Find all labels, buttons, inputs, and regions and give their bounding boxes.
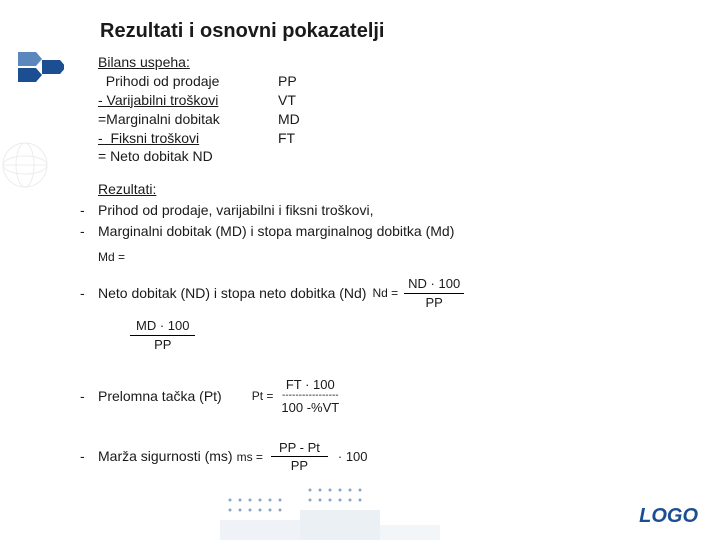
bilans-right: MD <box>278 110 318 129</box>
marza-row: - Marža sigurnosti (ms) ms = PP - Pt PP … <box>80 439 670 475</box>
ms-fraction: PP - Pt PP <box>271 439 328 475</box>
ms-mult: · 100 <box>338 448 368 466</box>
bullet-dash: - <box>80 222 98 241</box>
bullet-dash: - <box>80 447 98 466</box>
bullet-dash: - <box>80 387 98 406</box>
rezultati-header: Rezultati: <box>98 181 156 197</box>
bilans-left: - Fiksni troškovi <box>98 129 278 148</box>
bilans-row: - Fiksni troškoviFT <box>98 129 670 148</box>
marza-text: Marža sigurnosti (ms) <box>98 447 233 466</box>
rezultati-block: Rezultati: <box>80 180 670 199</box>
prelomna-row: - Prelomna tačka (Pt) Pt = FT · 100 ----… <box>80 376 670 417</box>
bilans-left: =Marginalni dobitak <box>98 110 278 129</box>
rezultati-line2: Marginalni dobitak (MD) i stopa marginal… <box>98 222 670 241</box>
bilans-left: - Varijabilni troškovi <box>98 91 278 110</box>
bilans-row: Prihodi od prodajePP <box>98 72 670 91</box>
neto-text: Neto dobitak (ND) i stopa neto dobitka (… <box>98 284 366 303</box>
rezultati-line1: Prihod od prodaje, varijabilni i fiksni … <box>98 201 670 220</box>
bilans-header: Bilans uspeha: <box>98 53 670 72</box>
bilans-block: Bilans uspeha: Prihodi od prodajePP- Var… <box>98 53 670 166</box>
pt-label: Pt = <box>252 388 274 404</box>
bilans-right: FT <box>278 129 318 148</box>
bilans-row: =Marginalni dobitakMD <box>98 110 670 129</box>
prelomna-text: Prelomna tačka (Pt) <box>98 387 222 406</box>
bilans-left: Prihodi od prodaje <box>98 72 278 91</box>
bilans-left: = Neto dobitak ND <box>98 147 278 166</box>
globe-icon <box>0 140 50 190</box>
bilans-right: VT <box>278 91 318 110</box>
ms-label: ms = <box>237 449 263 465</box>
bilans-row: - Varijabilni troškoviVT <box>98 91 670 110</box>
md-fraction: MD · 100 PP <box>130 317 195 353</box>
nd-fraction: ND · 100 PP <box>404 275 464 311</box>
bilans-right: PP <box>278 72 318 91</box>
corner-arrow-icon <box>18 48 64 99</box>
slide-content: Bilans uspeha: Prihodi od prodajePP- Var… <box>80 53 670 475</box>
md-label: Md = <box>98 249 670 265</box>
pt-fraction: FT · 100 ----------------- 100 -%VT <box>277 376 343 417</box>
bullet-dash: - <box>80 201 98 220</box>
bottom-dot-decor <box>200 480 460 540</box>
slide-title: Rezultati i osnovni pokazatelji <box>100 20 670 43</box>
bilans-right <box>278 147 318 166</box>
logo-text: LOGO <box>639 505 698 528</box>
bilans-row: = Neto dobitak ND <box>98 147 670 166</box>
bullet-dash: - <box>80 284 98 303</box>
nd-label: Nd = <box>372 285 398 301</box>
neto-row: - Neto dobitak (ND) i stopa neto dobitka… <box>80 275 670 311</box>
